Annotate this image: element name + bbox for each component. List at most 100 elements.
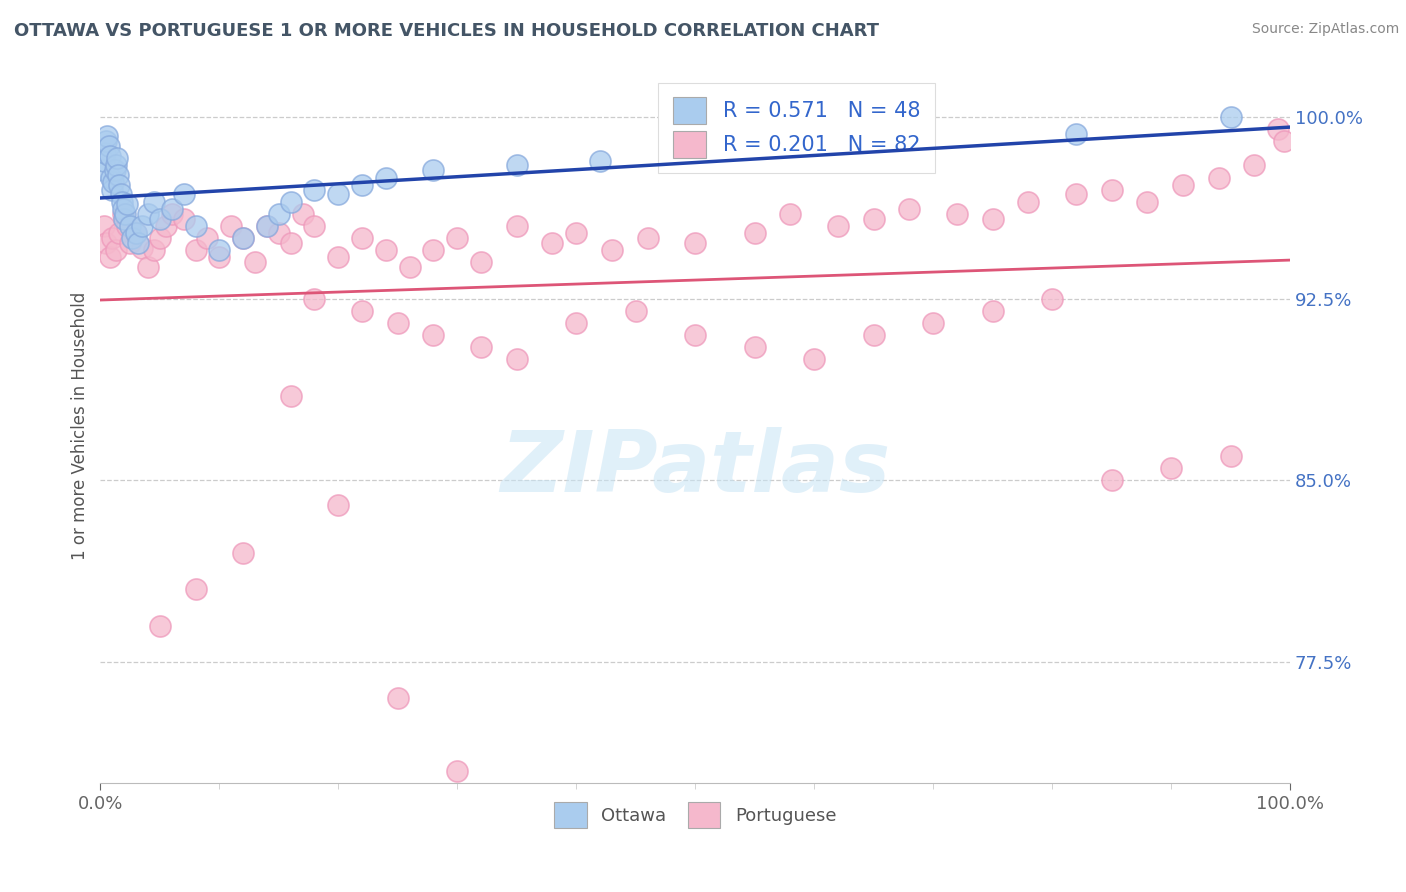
- Point: [328, 187, 350, 202]
- Point: [280, 388, 302, 402]
- Point: [100, 170, 122, 185]
- Point: [1171, 178, 1194, 192]
- Point: [624, 303, 647, 318]
- Point: [1160, 461, 1182, 475]
- Point: [160, 207, 183, 221]
- Point: [744, 146, 766, 161]
- Point: [111, 202, 134, 216]
- Point: [946, 207, 969, 221]
- Point: [981, 303, 1004, 318]
- Point: [280, 235, 302, 250]
- Y-axis label: 1 or more Vehicles in Household: 1 or more Vehicles in Household: [72, 292, 89, 560]
- Point: [1219, 449, 1241, 463]
- Point: [103, 175, 125, 189]
- Point: [101, 183, 124, 197]
- Point: [94, 146, 117, 161]
- Point: [108, 178, 131, 192]
- Point: [446, 231, 468, 245]
- Text: ZIPatlas: ZIPatlas: [501, 427, 890, 510]
- Point: [232, 231, 254, 245]
- Point: [898, 202, 921, 216]
- Point: [922, 316, 945, 330]
- Point: [280, 194, 302, 209]
- Point: [506, 219, 529, 233]
- Point: [1208, 170, 1230, 185]
- Point: [744, 340, 766, 354]
- Point: [101, 231, 124, 245]
- Point: [125, 226, 148, 240]
- Point: [1064, 187, 1087, 202]
- Point: [232, 546, 254, 560]
- Point: [107, 168, 129, 182]
- Point: [304, 219, 326, 233]
- Point: [1219, 110, 1241, 124]
- Point: [1101, 473, 1123, 487]
- Point: [541, 235, 564, 250]
- Point: [219, 219, 242, 233]
- Point: [208, 251, 231, 265]
- Point: [328, 498, 350, 512]
- Point: [981, 211, 1004, 226]
- Point: [111, 207, 134, 221]
- Point: [352, 231, 374, 245]
- Point: [1040, 292, 1063, 306]
- Point: [104, 243, 127, 257]
- Point: [1064, 127, 1087, 141]
- Point: [267, 207, 290, 221]
- Point: [683, 328, 706, 343]
- Point: [1101, 183, 1123, 197]
- Point: [120, 235, 142, 250]
- Point: [600, 243, 623, 257]
- Point: [422, 243, 444, 257]
- Point: [291, 207, 314, 221]
- Point: [506, 352, 529, 367]
- Point: [470, 255, 492, 269]
- Point: [304, 183, 326, 197]
- Point: [827, 219, 849, 233]
- Point: [803, 352, 825, 367]
- Point: [131, 241, 153, 255]
- Point: [96, 129, 118, 144]
- Point: [232, 231, 254, 245]
- Point: [173, 187, 195, 202]
- Point: [155, 219, 177, 233]
- Point: [1267, 122, 1289, 136]
- Point: [422, 328, 444, 343]
- Point: [115, 197, 138, 211]
- Point: [1243, 158, 1265, 172]
- Point: [565, 226, 588, 240]
- Point: [267, 226, 290, 240]
- Point: [387, 316, 409, 330]
- Text: Source: ZipAtlas.com: Source: ZipAtlas.com: [1251, 22, 1399, 37]
- Point: [208, 243, 231, 257]
- Point: [105, 151, 128, 165]
- Point: [779, 207, 801, 221]
- Point: [1272, 134, 1295, 148]
- Text: OTTAWA VS PORTUGUESE 1 OR MORE VEHICLES IN HOUSEHOLD CORRELATION CHART: OTTAWA VS PORTUGUESE 1 OR MORE VEHICLES …: [14, 22, 879, 40]
- Point: [114, 207, 136, 221]
- Point: [93, 219, 115, 233]
- Point: [93, 153, 115, 168]
- Point: [97, 139, 120, 153]
- Point: [142, 194, 165, 209]
- Point: [256, 219, 278, 233]
- Point: [125, 226, 148, 240]
- Point: [149, 211, 172, 226]
- Point: [96, 134, 118, 148]
- Point: [120, 219, 142, 233]
- Point: [108, 226, 131, 240]
- Point: [589, 153, 612, 168]
- Point: [446, 764, 468, 778]
- Point: [91, 163, 114, 178]
- Point: [470, 340, 492, 354]
- Point: [197, 231, 219, 245]
- Point: [637, 231, 659, 245]
- Point: [98, 149, 121, 163]
- Point: [1017, 194, 1039, 209]
- Point: [142, 243, 165, 257]
- Point: [173, 211, 195, 226]
- Point: [374, 170, 396, 185]
- Point: [115, 219, 138, 233]
- Point: [352, 303, 374, 318]
- Point: [110, 187, 132, 202]
